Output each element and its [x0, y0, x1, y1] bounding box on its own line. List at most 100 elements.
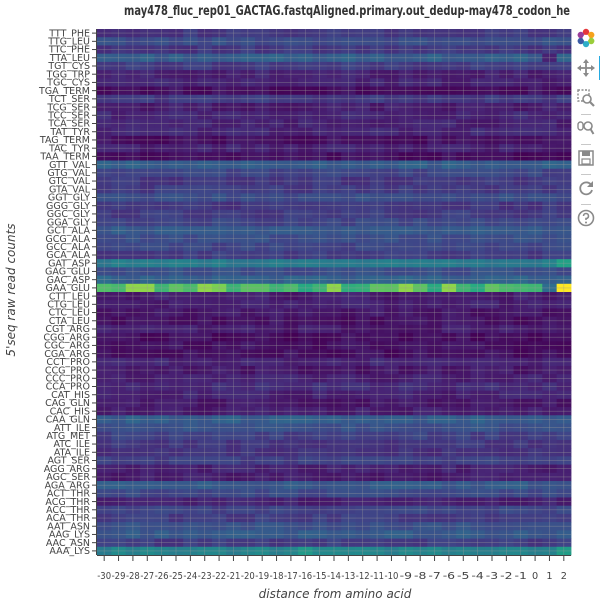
- x-tick-label: -13: [341, 571, 355, 582]
- x-tick-label: -29: [112, 571, 126, 582]
- y-tick-label: TGT_CYS: [47, 61, 90, 72]
- x-tick-label: -5: [457, 571, 469, 582]
- x-tick-label: -15: [313, 571, 327, 582]
- x-tick-label: -2: [500, 571, 512, 582]
- x-tick-label: 2: [561, 571, 567, 582]
- save-icon: [578, 150, 594, 166]
- x-tick-label: -10: [385, 571, 399, 582]
- y-tick-label: CAG_GLN: [45, 398, 90, 409]
- x-tick-label: -27: [140, 571, 154, 582]
- help-icon: [577, 209, 595, 227]
- grid-lines: [97, 29, 571, 555]
- box-zoom-tool[interactable]: [574, 86, 598, 110]
- x-tick-label: -26: [155, 571, 169, 582]
- y-tick-label: CCA_PRO: [46, 382, 90, 393]
- bokeh-logo[interactable]: [574, 26, 598, 50]
- toolbar-divider: [581, 114, 591, 115]
- y-tick-label: GAA_GLU: [45, 283, 90, 294]
- x-tick-label: 0: [532, 571, 538, 582]
- y-tick-label: CGA_ARG: [44, 349, 90, 360]
- y-tick-label: TAA_TERM: [39, 152, 90, 163]
- y-tick-label: AGC_SER: [46, 472, 90, 483]
- wheel-zoom-tool[interactable]: [574, 116, 598, 140]
- y-tick-label: TTC_PHE: [48, 45, 90, 56]
- x-tick-label: -3: [486, 571, 498, 582]
- bokeh-logo-icon: [577, 28, 595, 48]
- y-tick-label: GAC_ASP: [47, 275, 91, 286]
- y-tick-label: AAA_LYS: [49, 546, 90, 557]
- x-tick-label: -25: [169, 571, 183, 582]
- x-tick-label: -17: [284, 571, 298, 582]
- y-tick-label: AAG_LYS: [49, 530, 90, 541]
- help-tool[interactable]: [574, 206, 598, 230]
- y-tick-label: GCT_ALA: [47, 226, 91, 237]
- x-axis-label: distance from amino acid: [259, 587, 412, 600]
- y-tick-label: CTG_LEU: [47, 300, 90, 311]
- y-tick-label: ATA_ILE: [54, 447, 90, 458]
- y-tick-label: CTT_LEU: [49, 291, 90, 302]
- x-tick-label: -14: [327, 571, 341, 582]
- y-tick-label: AAT_ASN: [47, 521, 90, 532]
- y-tick-label: TCG_SER: [46, 102, 90, 113]
- y-tick-label: AGG_ARG: [44, 464, 90, 475]
- x-tick-label: -19: [255, 571, 269, 582]
- y-tick-label: CAC_HIS: [50, 406, 90, 417]
- y-tick-label: TCA_SER: [47, 119, 90, 130]
- x-tick-label: -28: [126, 571, 140, 582]
- reset-tool[interactable]: [574, 176, 598, 200]
- y-tick-label: CGC_ARG: [44, 341, 90, 352]
- y-tick-label: CCT_PRO: [46, 357, 90, 368]
- x-tick-label: -6: [443, 571, 455, 582]
- y-axis-label: 5'seq raw read counts: [4, 223, 18, 356]
- y-tick-label: AGT_SER: [47, 456, 90, 467]
- y-tick-label: ATG_MET: [46, 431, 90, 442]
- y-tick-label: GTA_VAL: [49, 184, 91, 195]
- y-tick-label: GAT_ASP: [48, 258, 90, 269]
- x-tick-label: -30: [97, 571, 111, 582]
- y-tick-label: ACA_THR: [46, 513, 90, 524]
- pan-icon: [577, 59, 595, 77]
- y-tick-label: ACC_THR: [46, 505, 90, 516]
- y-tick-label: TGA_TERM: [38, 86, 90, 97]
- y-tick-label: CAA_GLN: [46, 415, 90, 426]
- y-tick-label: TAC_TYR: [48, 143, 90, 154]
- y-tick-label: GTT_VAL: [49, 160, 91, 171]
- y-tick-label: GCC_ALA: [46, 242, 90, 253]
- y-tick-label: TTT_PHE: [48, 28, 90, 39]
- x-tick-label: -21: [227, 571, 241, 582]
- y-tick-label: CTA_LEU: [49, 316, 90, 327]
- y-tick-label: TCT_SER: [48, 94, 90, 105]
- toolbar-divider: [581, 204, 591, 205]
- y-tick-label: AGA_ARG: [45, 480, 90, 491]
- y-tick-label: GGT_GLY: [48, 193, 90, 204]
- x-tick-label: -7: [428, 571, 440, 582]
- x-tick-label: -1: [515, 571, 527, 582]
- x-tick-label: -23: [198, 571, 212, 582]
- y-tick-label: CCC_PRO: [46, 373, 90, 384]
- pan-tool[interactable]: [574, 56, 598, 80]
- y-tick-label: ACG_THR: [45, 497, 90, 508]
- y-tick-label: TTA_LEU: [49, 53, 90, 64]
- wheel-zoom-icon: [577, 121, 595, 135]
- y-tick-label: CGT_ARG: [45, 324, 90, 335]
- y-tick-label: GTG_VAL: [47, 168, 90, 179]
- x-tick-label: -12: [356, 571, 370, 582]
- save-tool[interactable]: [574, 146, 598, 170]
- y-tick-label: GAG_GLU: [45, 267, 90, 278]
- y-tick-label: TCC_SER: [47, 110, 90, 121]
- y-tick-label: ACT_THR: [47, 489, 90, 500]
- y-tick-label: GGG_GLY: [46, 201, 90, 212]
- box-zoom-icon: [577, 89, 595, 107]
- y-tick-label: ATC_ILE: [54, 439, 91, 450]
- y-tick-label: CAT_HIS: [51, 390, 90, 401]
- y-tick-label: GCG_ALA: [45, 234, 90, 245]
- x-tick-label: -22: [212, 571, 226, 582]
- y-tick-label: TTG_LEU: [47, 37, 90, 48]
- y-tick-label: CGG_ARG: [43, 332, 90, 343]
- y-tick-label: ATT_ILE: [54, 423, 90, 434]
- reset-icon: [579, 181, 593, 196]
- chart-title: may478_fluc_rep01_GACTAG.fastqAligned.pr…: [124, 4, 570, 19]
- y-tick-label: GCA_ALA: [46, 250, 90, 261]
- x-tick-label: -9: [400, 571, 412, 582]
- toolbar-divider: [581, 174, 591, 175]
